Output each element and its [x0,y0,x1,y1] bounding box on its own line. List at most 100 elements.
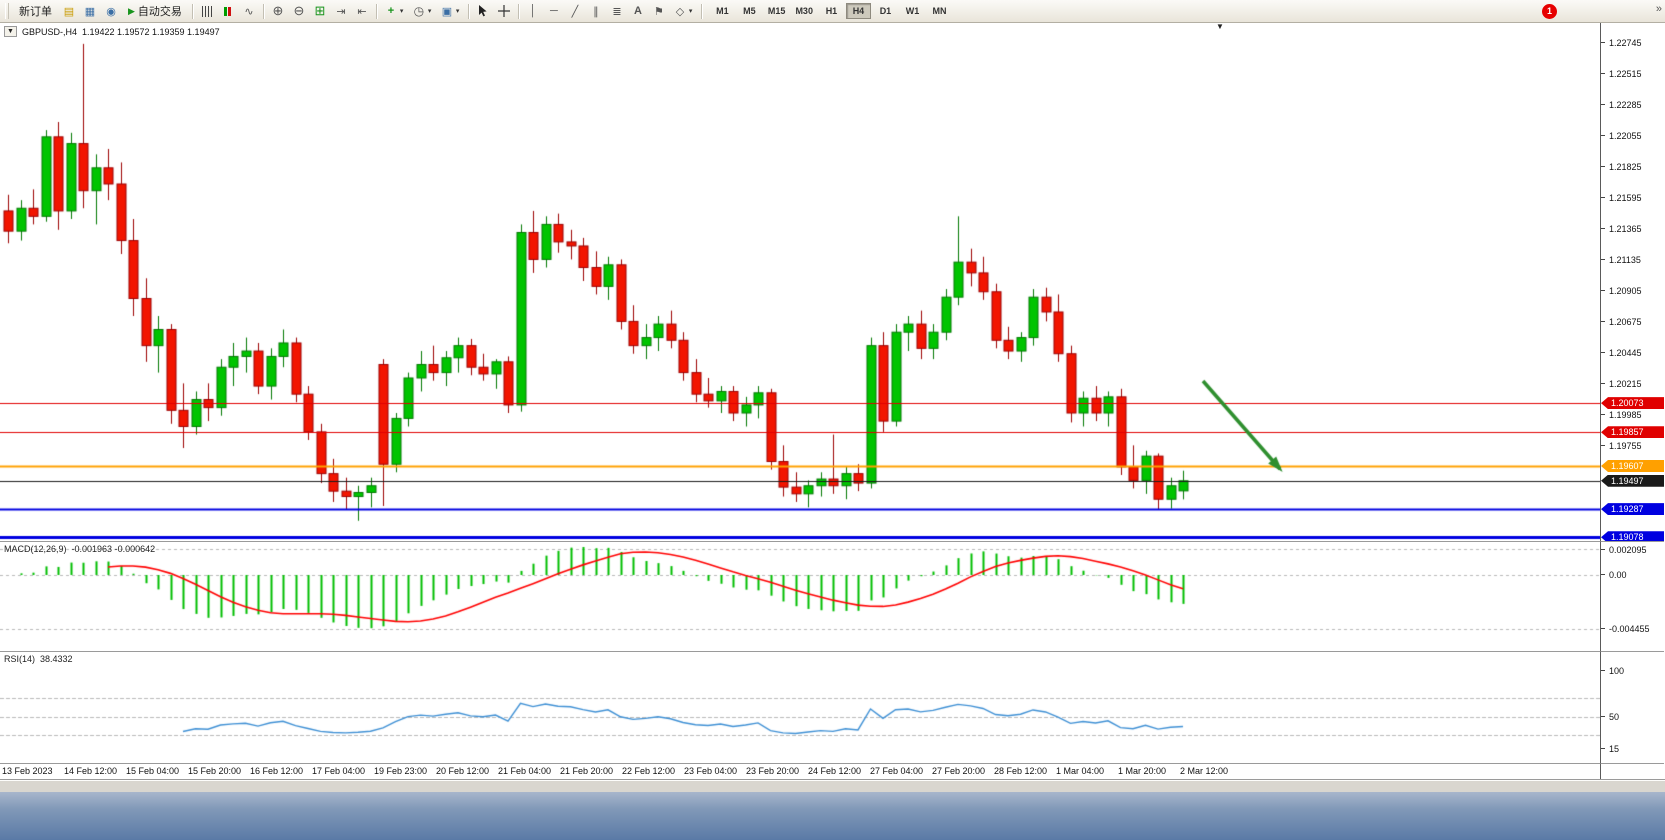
crosshair-glyph [497,5,510,17]
templates-caret-icon[interactable]: ▾ [455,8,460,15]
time-axis: 13 Feb 2023 14 Feb 12:00 15 Feb 04:00 15 Fe… [0,764,1600,779]
rsi-name: RSI(14) [4,654,36,664]
rsi-axis-label: 100 [1601,665,1625,676]
price-axis-label: 1.20445 [1601,348,1642,359]
time-axis-label: 14 Feb 12:00 [64,766,118,776]
price-axis-label: 1.21595 [1601,193,1642,204]
price-tag: 1.19497 [1601,474,1664,487]
timeframe-button-h4[interactable]: H4 [845,3,871,19]
ohlc-values-label: 1.19422 1.19572 1.19359 1.19497 [81,26,220,37]
price-axis-label: 1.21365 [1601,224,1642,235]
time-axis-label: 13 Feb 2023 [2,766,53,776]
shapes-tool-icon[interactable]: ◇ [675,5,685,18]
toolbar-overflow-icon[interactable]: » [1655,3,1662,15]
periods-caret-icon[interactable]: ▾ [427,8,432,15]
zoom-out-icon[interactable]: ⊖ [293,3,305,18]
indicators-caret-icon[interactable]: ▾ [399,8,404,15]
price-axis-label: 1.22515 [1601,69,1642,80]
timeframe-button-m30[interactable]: M30 [791,3,817,19]
timeframe-button-m15[interactable]: M15 [764,3,790,19]
zoom-in-icon[interactable]: ⊕ [272,3,284,18]
text-tool-icon[interactable]: A [633,5,642,17]
macd-axis: 0.002095 0.00 -0.004455 [1600,542,1664,652]
timeframe-button-m5[interactable]: M5 [737,3,762,19]
time-axis-label: 15 Feb 20:00 [188,766,242,776]
auto-scroll-icon[interactable]: ⇥ [336,5,346,18]
macd-axis-label: 0.00 [1601,570,1627,580]
time-axis-label: 27 Feb 04:00 [870,766,924,776]
symbol-period-label: GBPUSD-,H4 [21,26,77,37]
chart-shift-icon[interactable]: ⇤ [357,5,367,18]
price-axis-label: 1.21825 [1601,162,1642,173]
time-axis-label: 15 Feb 04:00 [126,766,180,776]
taskbar[interactable] [0,792,1665,840]
time-axis-label: 28 Feb 12:00 [994,766,1048,776]
time-axis-label: 27 Feb 20:00 [932,766,986,776]
macd-name: MACD(12,26,9) [4,544,67,554]
price-axis-label: 1.20905 [1601,286,1642,297]
data-window-icon[interactable]: ▦ [84,5,96,18]
main-chart-panel: ▼ GBPUSD-,H4 1.19422 1.19572 1.19359 1.1… [0,23,1600,542]
toolbar-separator [262,3,264,19]
rsi-axis-label: 50 [1601,711,1620,722]
time-axis-label: 21 Feb 04:00 [498,766,552,776]
price-axis-label: 1.22285 [1601,100,1642,111]
auto-trading-label: 自动交易 [137,6,182,18]
candlestick-icon[interactable] [218,3,238,20]
market-watch-icon[interactable]: ▤ [63,5,75,18]
trendline-tool-icon[interactable]: ╱ [571,5,579,18]
main-chart-canvas[interactable] [0,23,1600,541]
time-axis-label: 22 Feb 12:00 [622,766,676,776]
new-order-label: 新订单 [19,6,52,18]
time-axis-label: 23 Feb 20:00 [746,766,800,776]
new-order-button[interactable]: 新订单 [13,2,58,20]
toolbar-separator [700,3,702,19]
timeframe-button-w1[interactable]: W1 [900,3,925,19]
auto-trading-button[interactable]: ▶ 自动交易 [122,2,188,20]
price-tag: 1.19287 [1601,503,1664,516]
toolbar: 新订单 ▤ ▦ ◉ ▶ 自动交易 ∿ ⊕ ⊖ ⊞ ⇥ ⇤ + ▾ ◷ ▾ ▣ ▾ [0,0,1665,23]
candlestick-glyph [222,6,233,17]
chart-info: ▼ GBPUSD-,H4 1.19422 1.19572 1.19359 1.1… [4,26,220,37]
templates-icon[interactable]: ▣ [441,5,453,18]
price-axis-label: 1.19755 [1601,441,1642,452]
macd-values: -0.001963 -0.000642 [71,544,156,554]
rsi-canvas[interactable] [0,652,1600,763]
shapes-caret-icon[interactable]: ▾ [688,8,693,15]
timeframe-button-m1[interactable]: M1 [710,3,735,19]
tile-windows-icon[interactable]: ⊞ [314,3,326,18]
line-chart-icon[interactable]: ∿ [244,5,254,18]
bar-chart-glyph [201,5,212,17]
price-tag: 1.19857 [1601,426,1664,439]
cursor-icon[interactable] [473,3,493,20]
time-axis-label: 1 Mar 20:00 [1118,766,1167,776]
bar-chart-icon[interactable] [197,3,217,20]
macd-canvas[interactable] [0,542,1600,651]
time-axis-label: 1 Mar 04:00 [1056,766,1105,776]
timeframe-button-h1[interactable]: H1 [819,3,844,19]
crosshair-icon[interactable] [494,3,514,20]
arrows-tool-icon[interactable]: ⚑ [653,5,664,18]
cursor-glyph [479,5,488,17]
rsi-label: RSI(14) 38.4332 [4,654,73,664]
indicators-icon[interactable]: + [387,5,395,17]
timeframe-button-d1[interactable]: D1 [873,3,898,19]
chart-shift-marker[interactable]: ▼ [1216,23,1224,31]
rsi-value: 38.4332 [40,654,73,664]
price-tag: 1.19078 [1601,531,1664,541]
toolbar-separator [517,3,519,19]
chart-workspace: ▼ GBPUSD-,H4 1.19422 1.19572 1.19359 1.1… [0,23,1665,780]
periods-icon[interactable]: ◷ [413,4,425,18]
one-click-trading-toggle[interactable]: ▼ [4,26,17,37]
vertical-line-tool-icon[interactable]: │ [529,5,537,17]
price-tag: 1.20073 [1601,397,1664,410]
fibonacci-tool-icon[interactable]: ≣ [612,5,622,18]
notification-badge[interactable]: 1 [1542,4,1557,19]
rsi-axis-label: 15 [1601,744,1620,755]
horizontal-line-tool-icon[interactable]: ─ [550,5,558,17]
navigator-icon[interactable]: ◉ [106,5,116,18]
timeframe-button-mn[interactable]: MN [927,3,952,19]
channel-tool-icon[interactable]: ∥ [593,5,599,18]
toolbar-grip[interactable] [5,3,9,19]
time-axis-label: 2 Mar 12:00 [1180,766,1229,776]
